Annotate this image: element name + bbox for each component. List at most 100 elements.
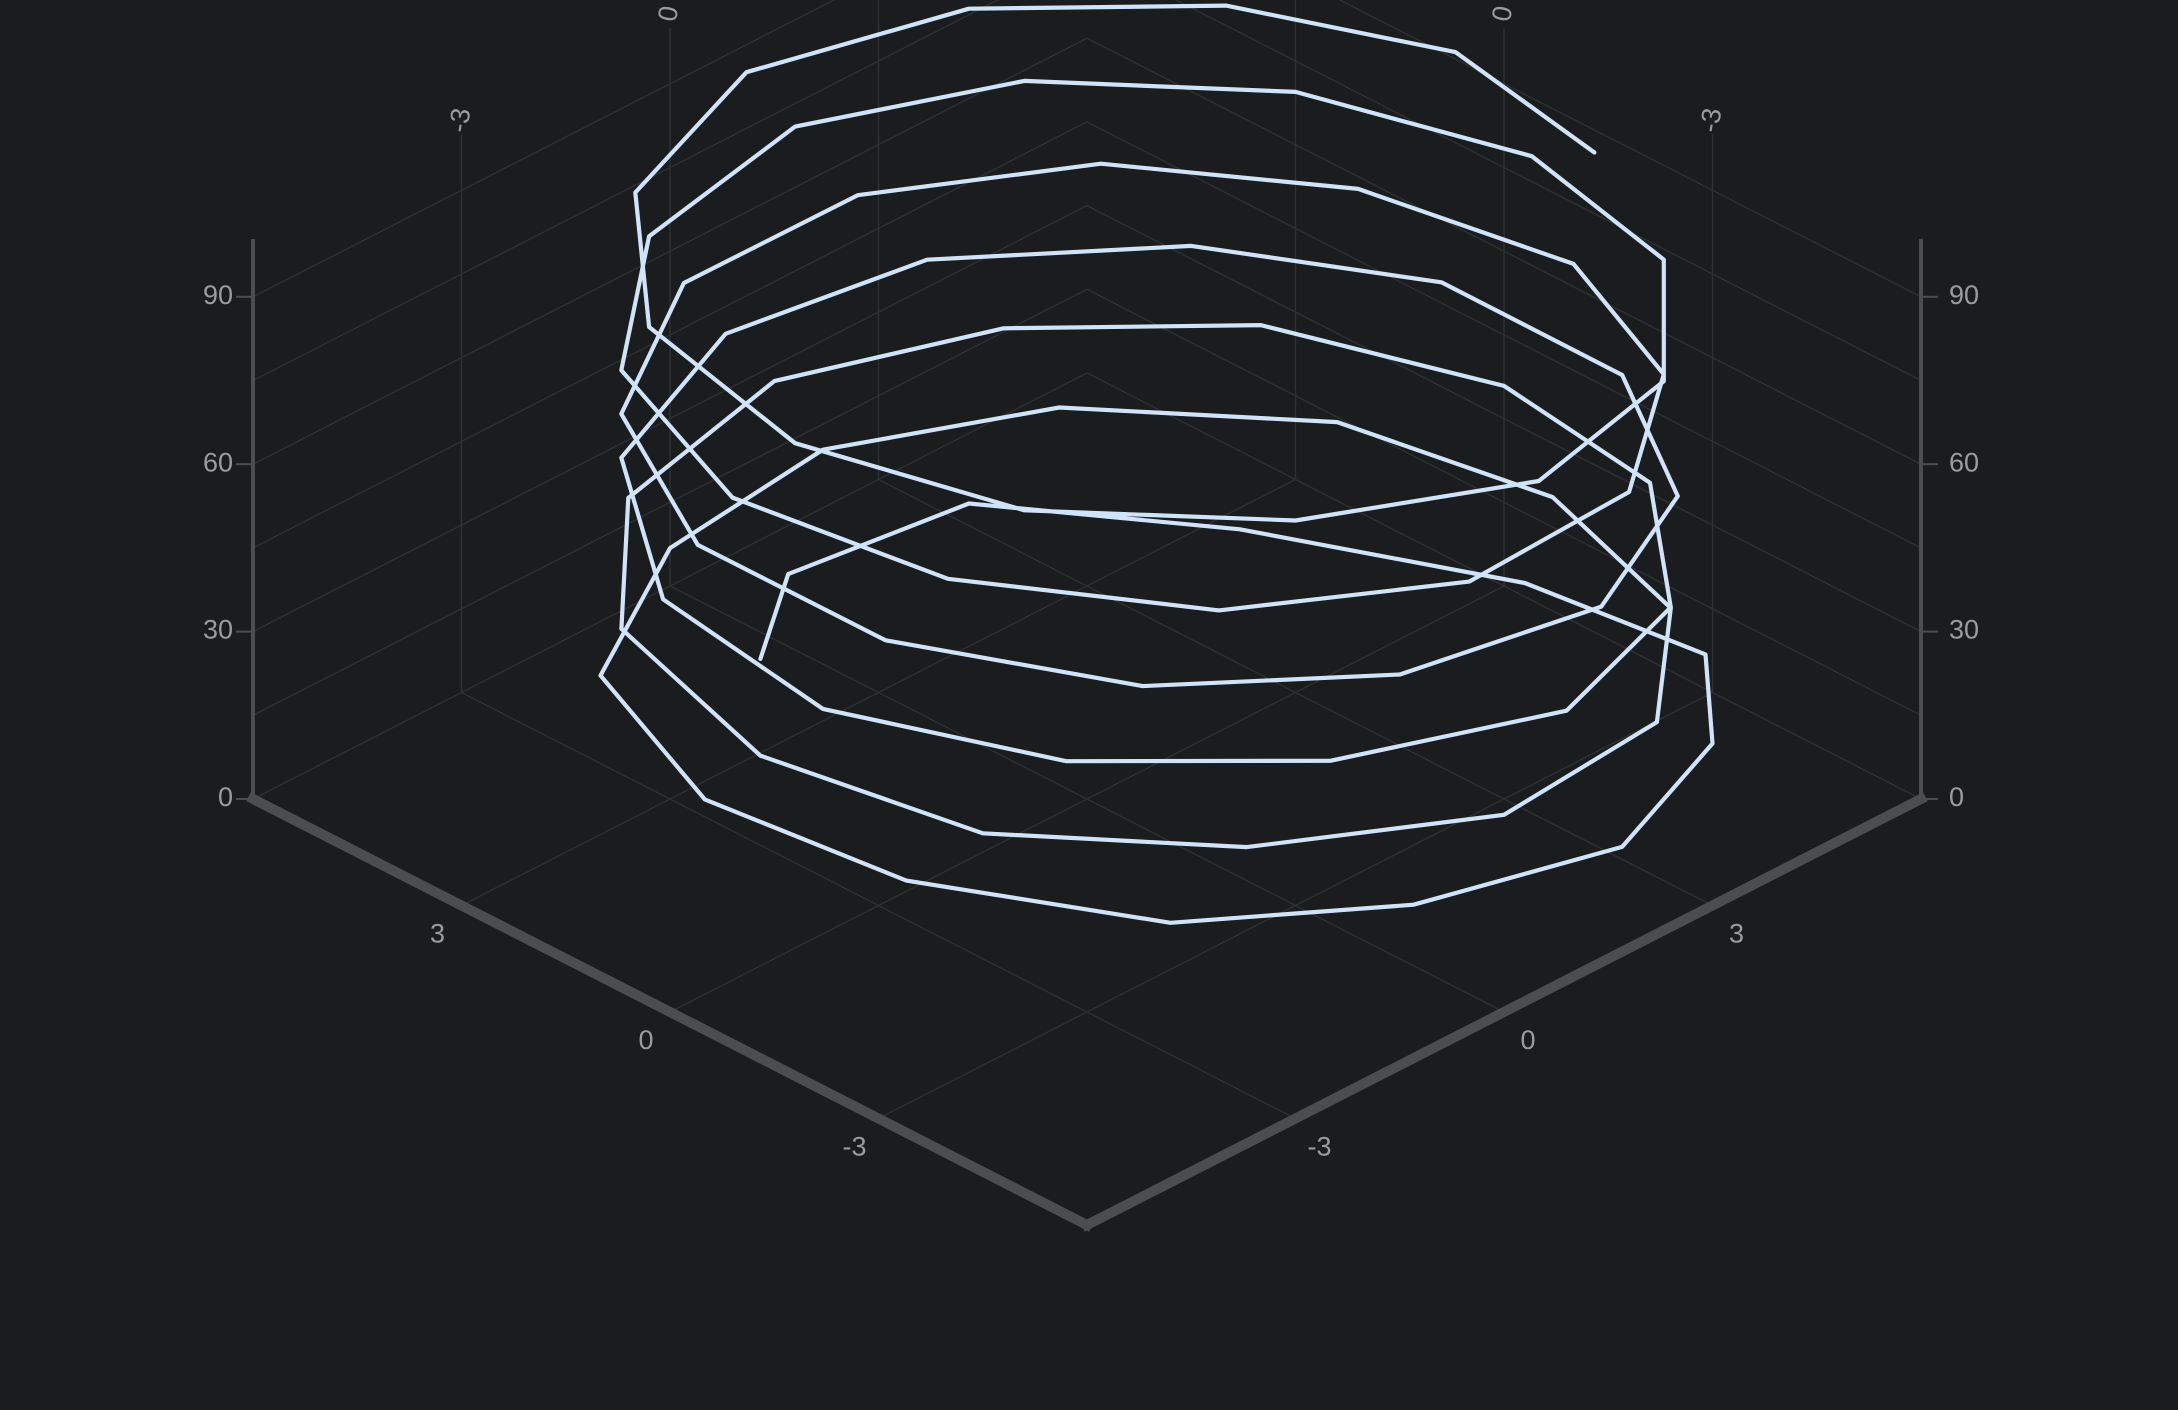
series-point bbox=[1239, 528, 1241, 531]
series-point bbox=[1551, 496, 1554, 498]
series-point bbox=[683, 282, 685, 284]
series-point bbox=[1065, 760, 1067, 762]
y-tick-label: -3 bbox=[842, 1132, 866, 1162]
series-point bbox=[1621, 846, 1623, 848]
series-point bbox=[745, 71, 748, 74]
series-point bbox=[884, 639, 887, 642]
series-point bbox=[1023, 80, 1026, 82]
series-point bbox=[724, 333, 727, 335]
z-tick-label-left: 60 bbox=[203, 447, 233, 477]
series-point bbox=[794, 442, 796, 445]
z-tick-label-right: 60 bbox=[1949, 447, 1979, 477]
series-point bbox=[905, 879, 908, 882]
series-point bbox=[620, 369, 623, 371]
series-point bbox=[1294, 519, 1297, 522]
series-layer bbox=[598, 3, 1715, 925]
series-point bbox=[926, 258, 928, 261]
series-point bbox=[1649, 481, 1651, 484]
series-point bbox=[620, 413, 623, 415]
axis-frame bbox=[236, 239, 1938, 1232]
x-tick-label: 0 bbox=[1520, 1025, 1535, 1055]
series-point bbox=[1628, 491, 1630, 493]
series-point bbox=[1398, 673, 1401, 676]
series-point bbox=[1357, 188, 1359, 190]
series-point bbox=[1621, 374, 1623, 376]
series-point bbox=[968, 502, 970, 505]
series-point bbox=[648, 326, 650, 328]
x-axis-line bbox=[1080, 792, 1928, 1232]
series-point bbox=[759, 754, 762, 757]
series-point bbox=[1329, 759, 1332, 762]
series-point bbox=[1294, 91, 1297, 93]
y-axis-line bbox=[246, 792, 1094, 1232]
y-top-tick-label: 0 bbox=[1486, 4, 1518, 24]
y-tick-label: 0 bbox=[638, 1025, 653, 1055]
floor-gridline-y bbox=[669, 585, 1505, 1013]
series-point bbox=[981, 832, 984, 835]
series-point bbox=[627, 497, 630, 499]
z-tick-label-right: 90 bbox=[1949, 280, 1979, 310]
series-point bbox=[1336, 421, 1338, 423]
series-point bbox=[787, 573, 789, 575]
grid-lines bbox=[252, 0, 1922, 1120]
series-point bbox=[1572, 263, 1575, 265]
series-point bbox=[1656, 721, 1658, 723]
series-point bbox=[1169, 922, 1172, 924]
series-point bbox=[1600, 605, 1603, 608]
series-point bbox=[773, 380, 776, 382]
floor-gridline-y bbox=[878, 691, 1713, 1120]
x-tick-label: -3 bbox=[1307, 1132, 1331, 1162]
z-tick-label-left: 0 bbox=[218, 782, 233, 812]
x-top-tick-label: 0 bbox=[652, 4, 684, 24]
series-point bbox=[599, 674, 602, 677]
series-point bbox=[1412, 903, 1415, 906]
series-point bbox=[1225, 4, 1227, 7]
series-point bbox=[1670, 606, 1672, 609]
series-point bbox=[662, 598, 664, 601]
series-point bbox=[634, 191, 637, 194]
series-point bbox=[703, 798, 706, 801]
x-tick-label: 3 bbox=[1729, 919, 1744, 949]
z-tick-label-right: 30 bbox=[1949, 615, 1979, 645]
series-point bbox=[968, 7, 970, 10]
series-point bbox=[697, 544, 699, 546]
series-point bbox=[1440, 281, 1443, 284]
series-point bbox=[731, 496, 734, 499]
series-point bbox=[1704, 653, 1707, 656]
z-tick-label-left: 30 bbox=[203, 615, 233, 645]
series-point bbox=[648, 235, 650, 238]
series-point bbox=[1565, 709, 1568, 712]
series-point bbox=[1100, 162, 1102, 165]
z-tick-label-right: 0 bbox=[1949, 782, 1964, 812]
series-point bbox=[1002, 327, 1005, 330]
series-point bbox=[822, 708, 824, 710]
series-point bbox=[1468, 580, 1471, 583]
series-point bbox=[856, 194, 859, 196]
y-tick-label: 3 bbox=[430, 919, 445, 949]
y-top-tick-label: -3 bbox=[1694, 106, 1728, 135]
series-point bbox=[1524, 582, 1526, 584]
series-point bbox=[1503, 385, 1505, 387]
series-point bbox=[1663, 258, 1665, 261]
series-point bbox=[1531, 155, 1533, 158]
series-point bbox=[1663, 380, 1665, 383]
series-point bbox=[1218, 609, 1220, 612]
series-point bbox=[1663, 373, 1665, 376]
z-tick-label-left: 90 bbox=[203, 280, 233, 310]
series-point bbox=[1058, 406, 1060, 409]
series-point bbox=[794, 125, 796, 128]
series-point bbox=[620, 456, 623, 459]
series-point bbox=[1190, 245, 1193, 247]
series-point bbox=[1676, 495, 1679, 497]
series-point bbox=[1246, 846, 1248, 848]
series-point bbox=[1259, 324, 1262, 326]
series-point bbox=[947, 578, 949, 580]
series-point bbox=[1593, 151, 1596, 154]
series-point bbox=[1503, 813, 1505, 816]
series-point bbox=[1141, 685, 1144, 687]
series-line-0 bbox=[598, 3, 1715, 925]
series-point bbox=[1023, 509, 1026, 512]
series-point bbox=[1454, 51, 1457, 53]
